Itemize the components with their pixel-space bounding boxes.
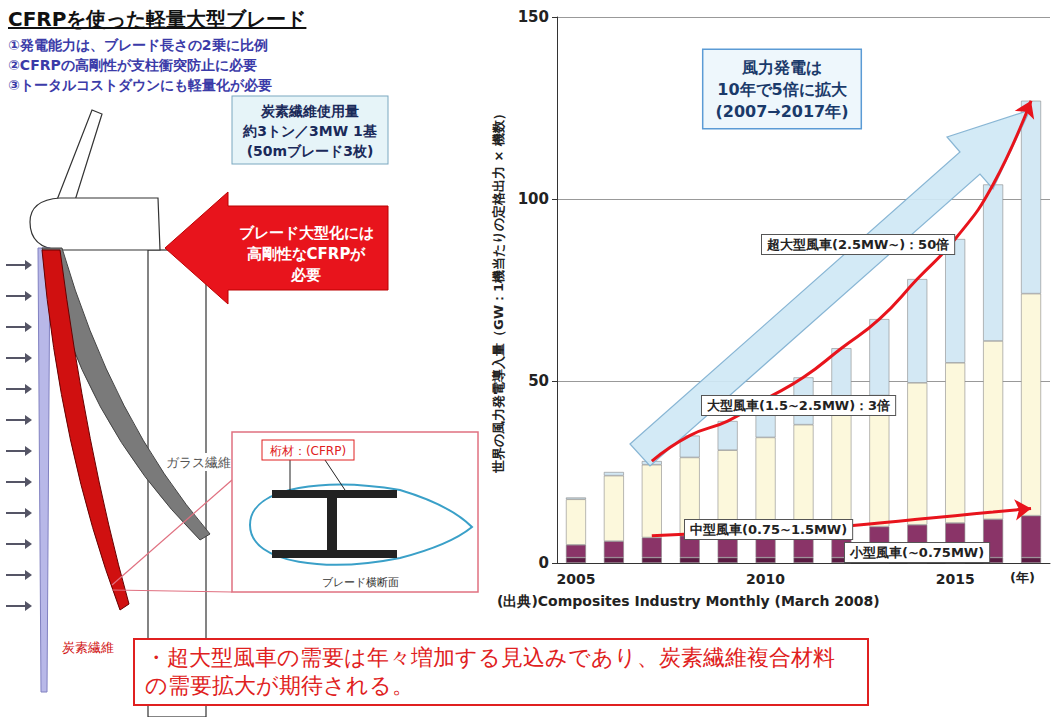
svg-text:0: 0 <box>539 554 549 572</box>
svg-text:炭素繊維使用量: 炭素繊維使用量 <box>260 103 359 119</box>
svg-text:超大型風車(2.5MW~)：50倍: 超大型風車(2.5MW~)：50倍 <box>766 237 949 252</box>
svg-text:必要: 必要 <box>290 266 321 284</box>
svg-text:150: 150 <box>518 8 549 26</box>
svg-text:ガラス繊維: ガラス繊維 <box>166 455 231 470</box>
svg-text:中型風車(0.75~1.5MW): 中型風車(0.75~1.5MW) <box>690 522 847 537</box>
svg-text:(出典)Composites Industry Monthl: (出典)Composites Industry Monthly (March 2… <box>497 593 880 609</box>
svg-text:桁材：(CFRP): 桁材：(CFRP) <box>270 444 346 458</box>
svg-text:100: 100 <box>518 190 549 208</box>
svg-text:③トータルコストダウンにも軽量化が必要: ③トータルコストダウンにも軽量化が必要 <box>8 77 272 93</box>
svg-text:(年): (年) <box>1010 570 1035 585</box>
svg-text:2005: 2005 <box>556 571 595 587</box>
svg-text:約3トン／3MW 1基: 約3トン／3MW 1基 <box>242 123 376 139</box>
svg-text:10年で5倍に拡大: 10年で5倍に拡大 <box>717 80 847 99</box>
svg-text:世界の風力発電導入量（GW：1機当たりの定格出力 × 機数）: 世界の風力発電導入量（GW：1機当たりの定格出力 × 機数） <box>491 107 506 474</box>
svg-text:2015: 2015 <box>936 571 975 587</box>
html-text:・超大型風車の需要は年々増加する見込みであり、炭素繊維複合材: ・超大型風車の需要は年々増加する見込みであり、炭素繊維複合材料の需要拡大が期待さ… <box>145 645 835 698</box>
svg-text:①発電能力は、ブレード長さの2乗に比例: ①発電能力は、ブレード長さの2乗に比例 <box>8 37 268 53</box>
svg-text:高剛性なCFRPが: 高剛性なCFRPが <box>247 245 367 263</box>
svg-text:(50mブレード3枚): (50mブレード3枚) <box>247 143 374 159</box>
svg-text:50: 50 <box>528 372 549 390</box>
svg-text:CFRPを使った軽量大型ブレード: CFRPを使った軽量大型ブレード <box>8 7 306 31</box>
svg-text:風力発電は: 風力発電は <box>741 58 822 77</box>
svg-text:炭素繊維: 炭素繊維 <box>62 640 114 655</box>
svg-text:小型風車(~0.75MW): 小型風車(~0.75MW) <box>849 545 984 560</box>
svg-text:ブレード横断面: ブレード横断面 <box>322 576 399 589</box>
svg-text:(2007→2017年): (2007→2017年) <box>715 102 848 121</box>
svg-text:2010: 2010 <box>746 571 785 587</box>
svg-text:大型風車(1.5~2.5MW)：3倍: 大型風車(1.5~2.5MW)：3倍 <box>707 398 890 413</box>
svg-text:②CFRPの高剛性が支柱衝突防止に必要: ②CFRPの高剛性が支柱衝突防止に必要 <box>8 57 257 73</box>
svg-text:ブレード大型化には: ブレード大型化には <box>239 224 374 242</box>
